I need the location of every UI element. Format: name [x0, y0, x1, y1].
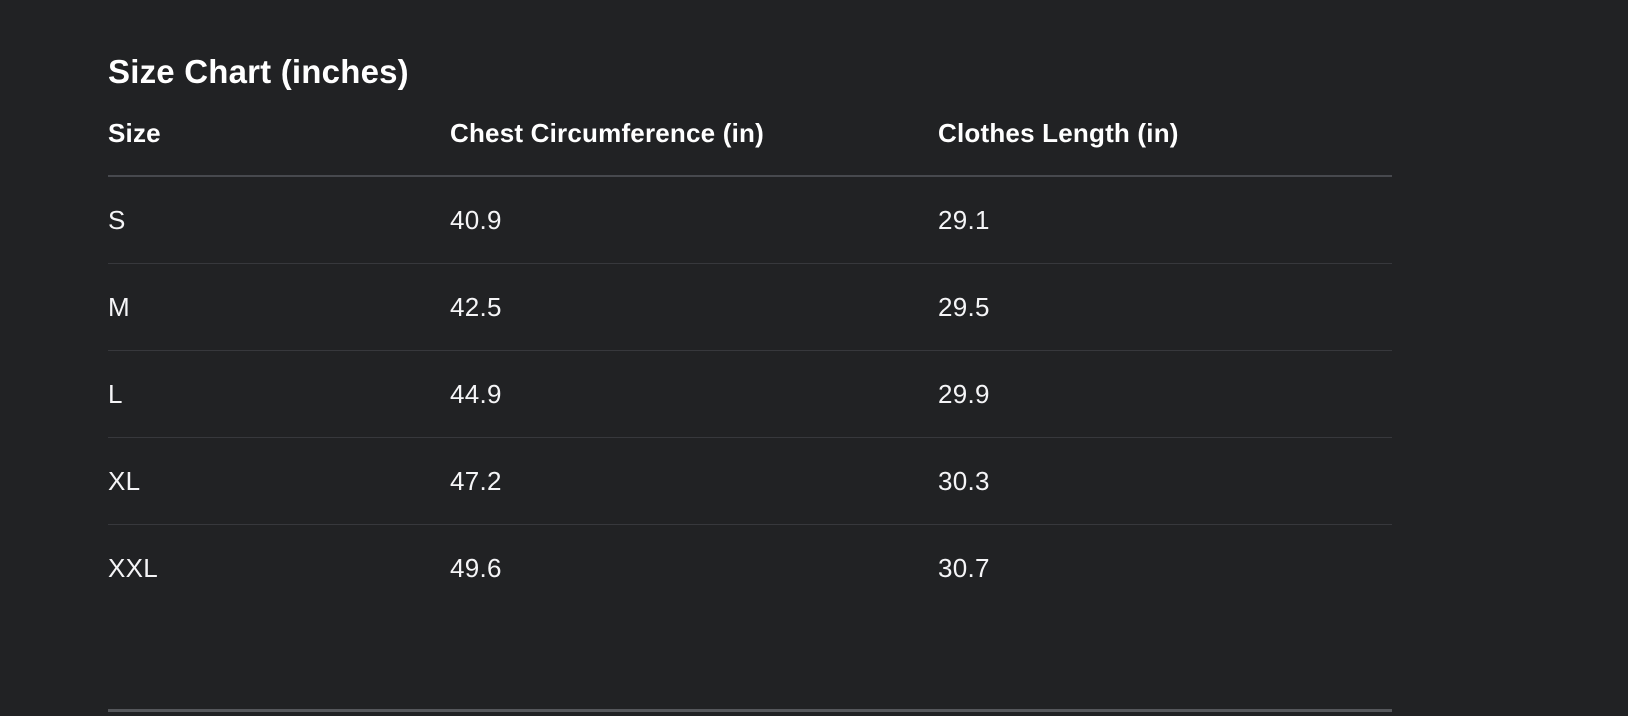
cell-clothes-length: 29.9: [938, 378, 990, 409]
size-chart-table: Size Chest Circumference (in) Clothes Le…: [108, 92, 1392, 612]
cell-size: M: [108, 291, 130, 322]
table-header-row: Size Chest Circumference (in) Clothes Le…: [108, 92, 1392, 177]
size-chart-title: Size Chart (inches): [108, 53, 409, 90]
table-row-xl: XL 47.2 30.3: [108, 438, 1392, 525]
table-row-s: S 40.9 29.1: [108, 177, 1392, 264]
cell-size: S: [108, 204, 126, 235]
column-header-chest-circumference: Chest Circumference (in): [450, 118, 764, 148]
cell-chest-circumference: 49.6: [450, 553, 502, 583]
cell-size: XXL: [108, 553, 159, 583]
cell-clothes-length: 29.1: [938, 204, 990, 235]
cell-size: L: [108, 378, 123, 409]
column-header-size: Size: [108, 118, 161, 148]
cell-chest-circumference: 40.9: [450, 204, 502, 235]
cell-chest-circumference: 47.2: [450, 465, 502, 496]
table-row-xxl: XXL 49.6 30.7: [108, 525, 1392, 612]
table-row-l: L 44.9 29.9: [108, 351, 1392, 438]
cell-chest-circumference: 44.9: [450, 378, 502, 409]
size-chart-section: Size Chart (inches) Size Chest Circumfer…: [108, 0, 1392, 612]
cell-clothes-length: 30.3: [938, 465, 990, 496]
cell-clothes-length: 30.7: [938, 553, 990, 583]
column-header-clothes-length: Clothes Length (in): [938, 118, 1179, 148]
cell-clothes-length: 29.5: [938, 291, 990, 322]
bottom-section-divider: [108, 709, 1392, 712]
cell-size: XL: [108, 465, 141, 496]
cell-chest-circumference: 42.5: [450, 291, 502, 322]
table-row-m: M 42.5 29.5: [108, 264, 1392, 351]
